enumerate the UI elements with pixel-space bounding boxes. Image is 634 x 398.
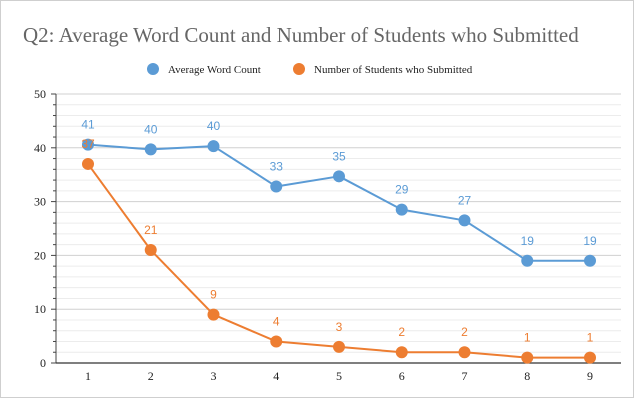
data-point: [458, 214, 471, 227]
data-label: 29: [395, 183, 409, 197]
x-tick-label: 5: [336, 369, 342, 383]
data-point: [395, 346, 408, 359]
legend-marker-2: [293, 63, 305, 75]
data-label: 1: [524, 331, 531, 345]
x-tick-label: 2: [148, 369, 154, 383]
x-tick-label: 3: [211, 369, 217, 383]
data-point: [521, 254, 534, 267]
data-label: 9: [210, 288, 217, 302]
data-point: [458, 346, 471, 359]
legend-label-2: Number of Students who Submitted: [314, 64, 473, 76]
data-point: [270, 180, 283, 193]
data-point: [144, 244, 157, 257]
x-tick-label: 8: [524, 369, 530, 383]
data-point: [395, 203, 408, 216]
data-point: [333, 170, 345, 183]
x-tick-label: 7: [462, 369, 468, 383]
x-tick-label: 6: [399, 369, 405, 383]
data-label: 33: [270, 160, 284, 174]
data-point: [270, 335, 283, 348]
x-tick-label: 1: [85, 369, 91, 383]
x-tick-label: 9: [587, 369, 593, 383]
data-point: [584, 254, 596, 267]
x-tick-label: 4: [273, 369, 279, 383]
data-point: [144, 143, 157, 156]
data-label: 21: [144, 223, 158, 237]
y-tick-label: 50: [34, 87, 46, 101]
data-point: [207, 308, 220, 321]
data-point: [82, 138, 94, 151]
data-label: 40: [207, 119, 221, 133]
y-tick-label: 10: [34, 302, 46, 316]
data-label: 19: [583, 234, 597, 248]
series-1: 41 40 40 33 35 29 27 19 19: [81, 118, 597, 267]
data-point: [521, 351, 534, 364]
data-label: 41: [81, 118, 95, 132]
legend-marker-1: [147, 63, 159, 75]
chart-title: Q2: Average Word Count and Number of Stu…: [23, 23, 579, 47]
data-point: [82, 157, 94, 170]
data-label: 37: [81, 137, 95, 151]
data-label: 1: [587, 331, 594, 345]
data-label: 35: [332, 149, 346, 163]
data-label: 3: [336, 320, 343, 334]
data-point: [584, 351, 596, 364]
y-tick-label: 0: [40, 356, 46, 370]
data-label: 27: [458, 193, 472, 207]
legend-label-1: Average Word Count: [168, 64, 261, 76]
y-tick-label: 40: [34, 141, 46, 155]
data-label: 2: [398, 325, 405, 339]
legend: Average Word Count Number of Students who…: [147, 63, 473, 76]
data-point: [333, 340, 345, 353]
data-point: [207, 140, 220, 153]
data-label: 2: [461, 325, 468, 339]
y-tick-label: 20: [34, 248, 46, 262]
data-label: 40: [144, 122, 158, 136]
data-label: 4: [273, 314, 280, 328]
data-label: 19: [521, 234, 535, 248]
y-tick-label: 30: [34, 195, 46, 209]
